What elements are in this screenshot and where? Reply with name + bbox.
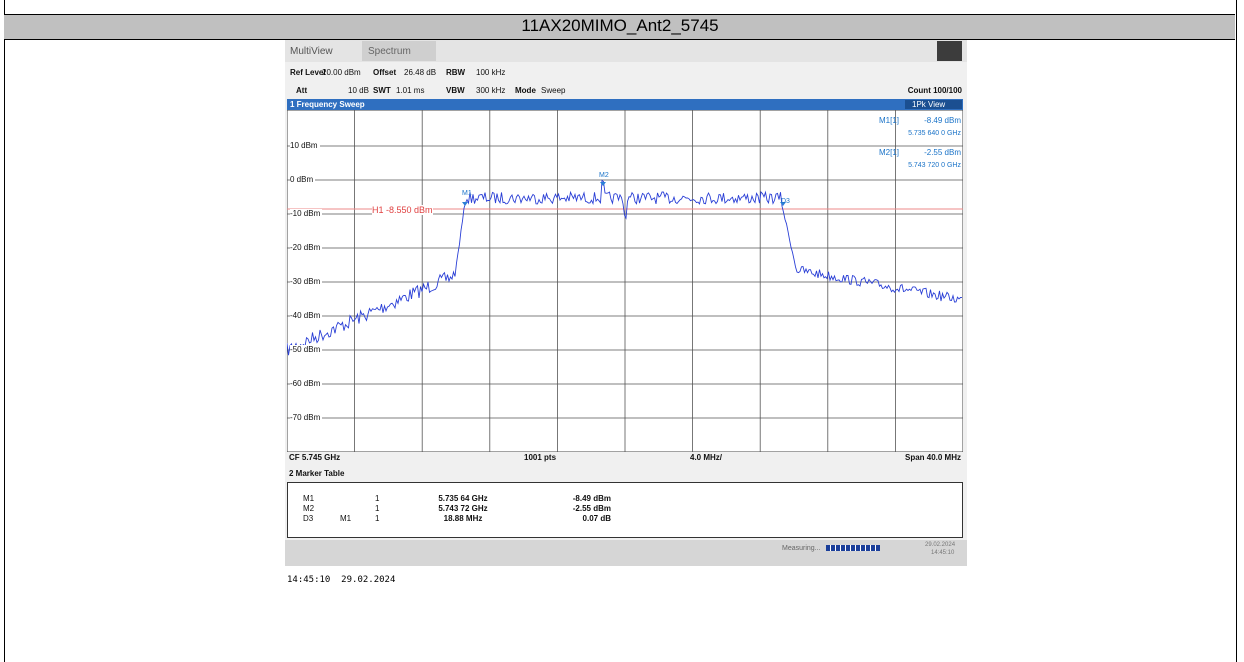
cell: 1 [375, 514, 380, 523]
column-header: Ref [339, 483, 353, 492]
column-header: Trc [371, 483, 383, 492]
grid [287, 110, 963, 452]
status-text: Measuring... [782, 545, 821, 552]
cell: 0.07 dB [582, 514, 611, 523]
marker-symbol [600, 182, 606, 186]
menu-button[interactable] [937, 41, 962, 61]
view-label: 1Pk View [912, 100, 946, 109]
cell: 1 [375, 504, 380, 513]
marker-label: M1 [462, 190, 472, 197]
cell: 5.735 64 GHz [438, 494, 488, 503]
column-header: Function [701, 483, 733, 492]
h1-label: H1 -8.550 dBm [372, 205, 433, 215]
cell: D3 [303, 514, 314, 523]
cell: M1 [340, 514, 352, 523]
y-axis-label: -50 dBm [290, 345, 323, 354]
column-header: Function Result [852, 483, 908, 492]
y-axis-label: -60 dBm [290, 379, 323, 388]
y-axis-label: 0 dBm [290, 175, 316, 184]
marker-label: M2 [599, 172, 609, 179]
cell: -2.55 dBm [572, 504, 611, 513]
timestamp: 14:45:10 29.02.2024 [287, 575, 396, 585]
marker-level: -8.49 dBm [924, 116, 961, 125]
toolbar [285, 40, 967, 62]
cell: M2 [303, 504, 315, 513]
table-title: 2 Marker Table [289, 469, 345, 478]
count: Count 100/100 [907, 86, 962, 95]
progress-bar [826, 545, 880, 551]
marker-freq: 5.735 640 0 GHz [908, 130, 961, 137]
y-axis-label: -30 dBm [290, 277, 323, 286]
center-frequency: CF 5.745 GHz [289, 453, 341, 462]
setting: RBW [446, 68, 466, 77]
frame [4, 0, 1237, 662]
y-axis-label: -40 dBm [290, 311, 323, 320]
span: Span 40.0 MHz [904, 453, 961, 462]
marker-symbol [462, 202, 468, 206]
tab-label: Spectrum [368, 46, 411, 57]
marker-table-box [287, 482, 963, 538]
setting: Offset [373, 68, 397, 77]
setting: 20.00 dBm [322, 68, 361, 77]
tab-label: MultiView [290, 46, 333, 57]
marker-name: M2[1] [879, 148, 900, 157]
status-date: 29.02.2024 [925, 542, 956, 548]
setting: Sweep [541, 86, 566, 95]
marker-symbols [462, 182, 786, 206]
cell: M1 [303, 494, 315, 503]
y-axis-label: -20 dBm [290, 243, 323, 252]
marker-level: -2.55 dBm [924, 148, 961, 157]
setting: 26.48 dB [404, 68, 437, 77]
setting: 100 kHz [476, 68, 506, 77]
y-axis-label: 10 dBm [290, 141, 320, 150]
setting: 300 kHz [476, 86, 506, 95]
trace [287, 179, 963, 356]
column-header: Type [301, 483, 319, 492]
marker-label: D3 [781, 198, 790, 205]
y-axis-label: -70 dBm [290, 413, 323, 422]
column-header: X-Value [443, 483, 471, 492]
page-title: 11AX20MIMO_Ant2_5745 [521, 16, 719, 35]
setting: 10 dB [348, 86, 369, 95]
setting: 1.01 ms [396, 86, 425, 95]
marker-name: M1[1] [879, 116, 900, 125]
view-tag [905, 100, 962, 109]
status-time: 14:45:10 [931, 550, 955, 556]
cell: -8.49 dBm [572, 494, 611, 503]
tab[interactable] [362, 41, 436, 61]
y-axis-label: -10 dBm [290, 209, 323, 218]
setting: VBW [446, 86, 465, 95]
plot [287, 110, 963, 452]
setting: Att [296, 86, 308, 95]
setting: Ref Level [290, 68, 326, 77]
cell: 5.743 72 GHz [438, 504, 488, 513]
window-header [287, 99, 963, 110]
column-header: Y-Value [569, 483, 597, 492]
cell: 18.88 MHz [443, 514, 483, 523]
status-bar [285, 540, 967, 566]
cell: 1 [375, 494, 380, 503]
title-bar [4, 14, 1235, 40]
setting: SWT [373, 86, 391, 95]
points: 1001 pts [524, 453, 557, 462]
setting: Mode [515, 86, 536, 95]
marker-symbol [780, 202, 786, 206]
window-title: 1 Frequency Sweep [290, 100, 365, 109]
marker-freq: 5.743 720 0 GHz [908, 162, 961, 169]
division: 4.0 MHz/ [690, 453, 723, 462]
